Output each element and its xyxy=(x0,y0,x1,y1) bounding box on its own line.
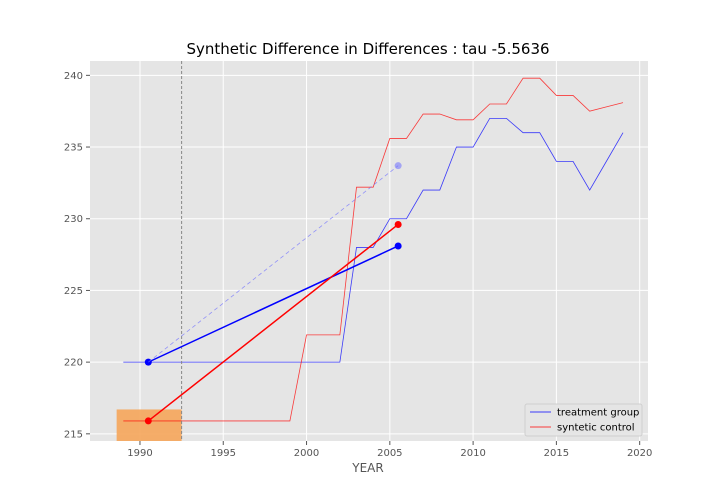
weight-bar xyxy=(116,409,182,441)
did-segments xyxy=(144,162,402,425)
x-tick-label: 1990 xyxy=(127,448,152,459)
series-lines xyxy=(123,61,624,441)
chart-title: Synthetic Difference in Differences : ta… xyxy=(186,40,549,58)
y-tick-label: 230 xyxy=(64,214,83,225)
y-tick-label: 235 xyxy=(64,143,83,154)
treatment-did-line xyxy=(147,245,399,363)
weight-bars xyxy=(116,409,182,441)
x-tick-label: 2020 xyxy=(627,448,652,459)
y-tick-label: 240 xyxy=(64,71,83,82)
x-tick-label: 2000 xyxy=(294,448,319,459)
x-axis-label: YEAR xyxy=(351,461,383,475)
x-tick-label: 2005 xyxy=(377,448,402,459)
plot-area xyxy=(90,61,648,441)
x-tick-label: 1995 xyxy=(211,448,236,459)
control-did-point xyxy=(144,417,152,425)
x-tick-label: 2010 xyxy=(460,448,485,459)
y-tick-label: 220 xyxy=(64,358,83,369)
y-tick-label: 225 xyxy=(64,286,83,297)
counterfactual-did-point xyxy=(394,162,402,170)
y-tick-label: 215 xyxy=(64,429,83,440)
counterfactual-did-line xyxy=(148,165,399,363)
x-tick-label: 2015 xyxy=(544,448,569,459)
control-did-point xyxy=(394,220,402,228)
legend: treatment group syntetic control xyxy=(524,403,643,437)
tick-labels: 1990 1995 2000 2005 2010 2015 2020 215 220 225 230… xyxy=(64,71,652,459)
series-line xyxy=(123,77,624,422)
legend-label: syntetic control xyxy=(557,423,635,434)
legend-label: treatment group xyxy=(557,408,639,419)
series-line xyxy=(123,117,624,363)
treatment-did-point xyxy=(394,242,402,250)
legend-box xyxy=(524,403,643,437)
control-did-line xyxy=(147,223,399,422)
